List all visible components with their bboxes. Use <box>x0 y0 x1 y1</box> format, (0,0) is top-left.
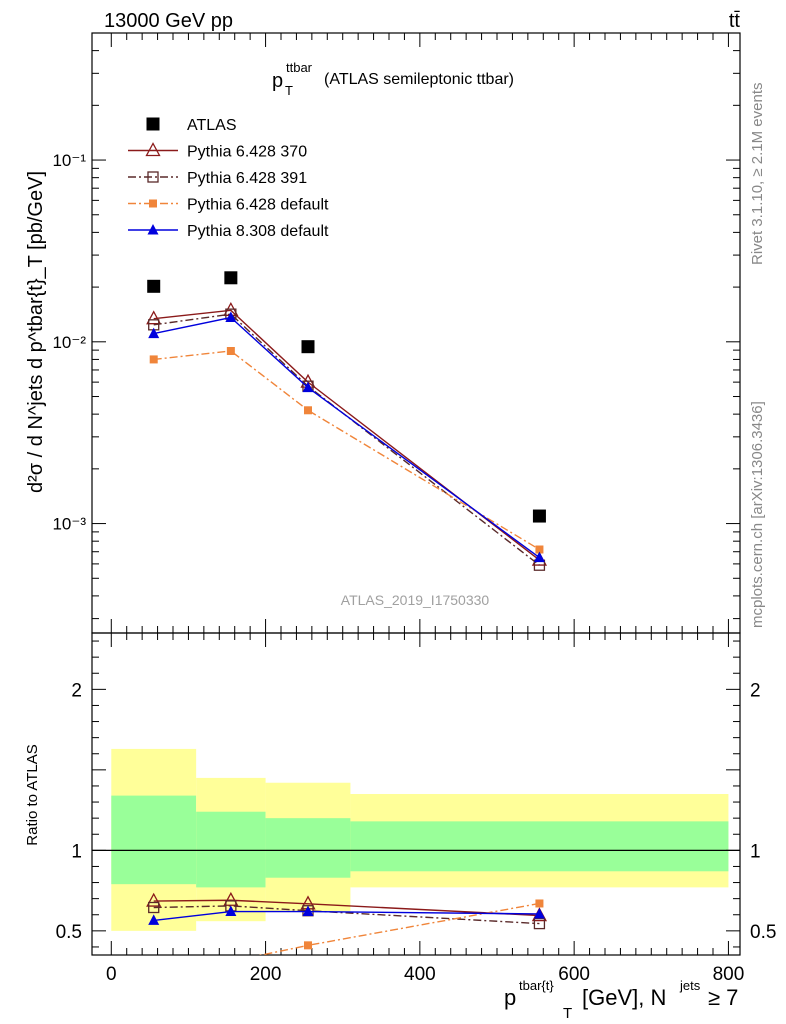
ratio-point-3-3 <box>533 907 545 919</box>
main-ytick-label: 10⁻¹ <box>52 151 86 170</box>
ratio-xtick-label: 800 <box>713 964 745 985</box>
ratio-series <box>146 891 548 955</box>
band-inner <box>350 821 729 872</box>
ratio-ylabel: Ratio to ATLAS <box>24 744 41 845</box>
ratio-ytick-label-right: 1 <box>750 841 761 862</box>
ratio-xtick-label: 0 <box>106 964 117 985</box>
ratio-xtick-label: 400 <box>404 964 436 985</box>
data-point-4-1 <box>225 311 237 323</box>
ratio-point-3-0 <box>148 914 160 925</box>
legend-label: Pythia 6.428 default <box>187 197 329 214</box>
x-axis-label-sup1: tbar{t} <box>519 978 554 993</box>
data-point-0-2 <box>301 340 315 354</box>
ratio-axes: 0.5 0.5 1 1 2 2 0 200 400 600 800 <box>56 632 776 985</box>
main-ytick-label: 10⁻³ <box>52 515 86 534</box>
main-watermark: ATLAS_2019_I1750330 <box>341 592 490 608</box>
data-point-4-0 <box>148 327 160 339</box>
ratio-point-0-0 <box>146 892 162 907</box>
rivet-version-text: Rivet 3.1.10, ≥ 2.1M events <box>749 83 766 266</box>
data-point-0-1 <box>224 271 238 285</box>
ratio-point-1-3 <box>533 917 546 930</box>
legend-label: ATLAS <box>187 117 237 134</box>
ratio-point-1-0 <box>148 901 160 914</box>
band-inner <box>111 795 197 885</box>
data-point-4-2 <box>302 381 314 393</box>
legend: ATLAS Pythia 6.428 370 Pythia 6.428 391 Pyt… <box>128 117 329 240</box>
main-ytick-label: 10⁻² <box>52 333 86 352</box>
ratio-point-2-3 <box>535 899 544 908</box>
ratio-point-0-1 <box>223 891 239 906</box>
data-point-3-3 <box>535 545 544 554</box>
data-point-3-0 <box>149 355 158 364</box>
ratio-ytick-label: 0.5 <box>56 922 82 943</box>
ratio-xtick-label: 200 <box>250 964 282 985</box>
ratio-line-3 <box>153 910 540 922</box>
x-axis-label-sup2: jets <box>679 978 701 993</box>
ratio-point-2-2 <box>304 941 312 950</box>
legend-marker <box>149 199 157 208</box>
process-label: tt̄ <box>729 10 741 32</box>
data-point-0-0 <box>147 279 161 293</box>
main-series <box>146 271 548 571</box>
data-point-0-3 <box>532 509 546 523</box>
ratio-ytick-label-right: 0.5 <box>750 922 776 943</box>
x-axis-label-mid: [GeV], N <box>582 985 666 1010</box>
title-p: p <box>272 70 283 92</box>
ratio-point-3-2 <box>302 905 314 917</box>
legend-label: Pythia 8.308 default <box>187 223 329 240</box>
series-line-1 <box>153 309 540 561</box>
title-description: (ATLAS semileptonic ttbar) <box>324 71 514 88</box>
ratio-point-3-1 <box>225 905 237 917</box>
data-point-1-0 <box>146 310 162 325</box>
main-ylabel: d²σ / d N^jets d p^tbar{t}_T [pb/GeV] <box>25 171 47 493</box>
energy-label: 13000 GeV pp <box>104 10 233 32</box>
ratio-xtick-label: 600 <box>558 964 590 985</box>
data-point-4-3 <box>533 551 545 563</box>
ratio-line-1 <box>153 905 540 925</box>
legend-marker <box>146 117 160 131</box>
x-axis-label-end: ≥ 7 <box>708 985 738 1010</box>
series-line-4 <box>153 316 540 559</box>
mcplots-credit-text: mcplots.cern.ch [arXiv:1306.3436] <box>749 401 766 628</box>
data-point-3-2 <box>304 406 312 415</box>
title-superscript: ttbar <box>286 60 313 75</box>
ratio-ytick-label-right: 2 <box>750 680 761 701</box>
ratio-series-clip <box>146 891 548 955</box>
band-inner <box>265 818 351 878</box>
legend-marker <box>145 142 161 157</box>
x-axis-label-sub: T <box>563 1005 572 1022</box>
ratio-line-0 <box>153 899 540 917</box>
x-axis-label: p <box>504 985 516 1010</box>
main-title: p <box>272 70 283 92</box>
legend-marker <box>147 171 159 183</box>
ratio-ytick-label: 1 <box>71 841 82 862</box>
ratio-bands <box>92 748 740 931</box>
band-inner <box>196 811 266 888</box>
ratio-line-2 <box>258 902 540 955</box>
legend-label: Pythia 6.428 391 <box>187 170 307 187</box>
title-subscript: T <box>285 83 293 98</box>
legend-label: Pythia 6.428 370 <box>187 144 307 161</box>
legend-marker <box>147 224 159 235</box>
series-line-2 <box>153 313 540 566</box>
series-line-3 <box>153 350 540 551</box>
ratio-frame <box>91 632 741 956</box>
ratio-ytick-label: 2 <box>71 680 82 701</box>
data-point-3-1 <box>226 347 235 356</box>
